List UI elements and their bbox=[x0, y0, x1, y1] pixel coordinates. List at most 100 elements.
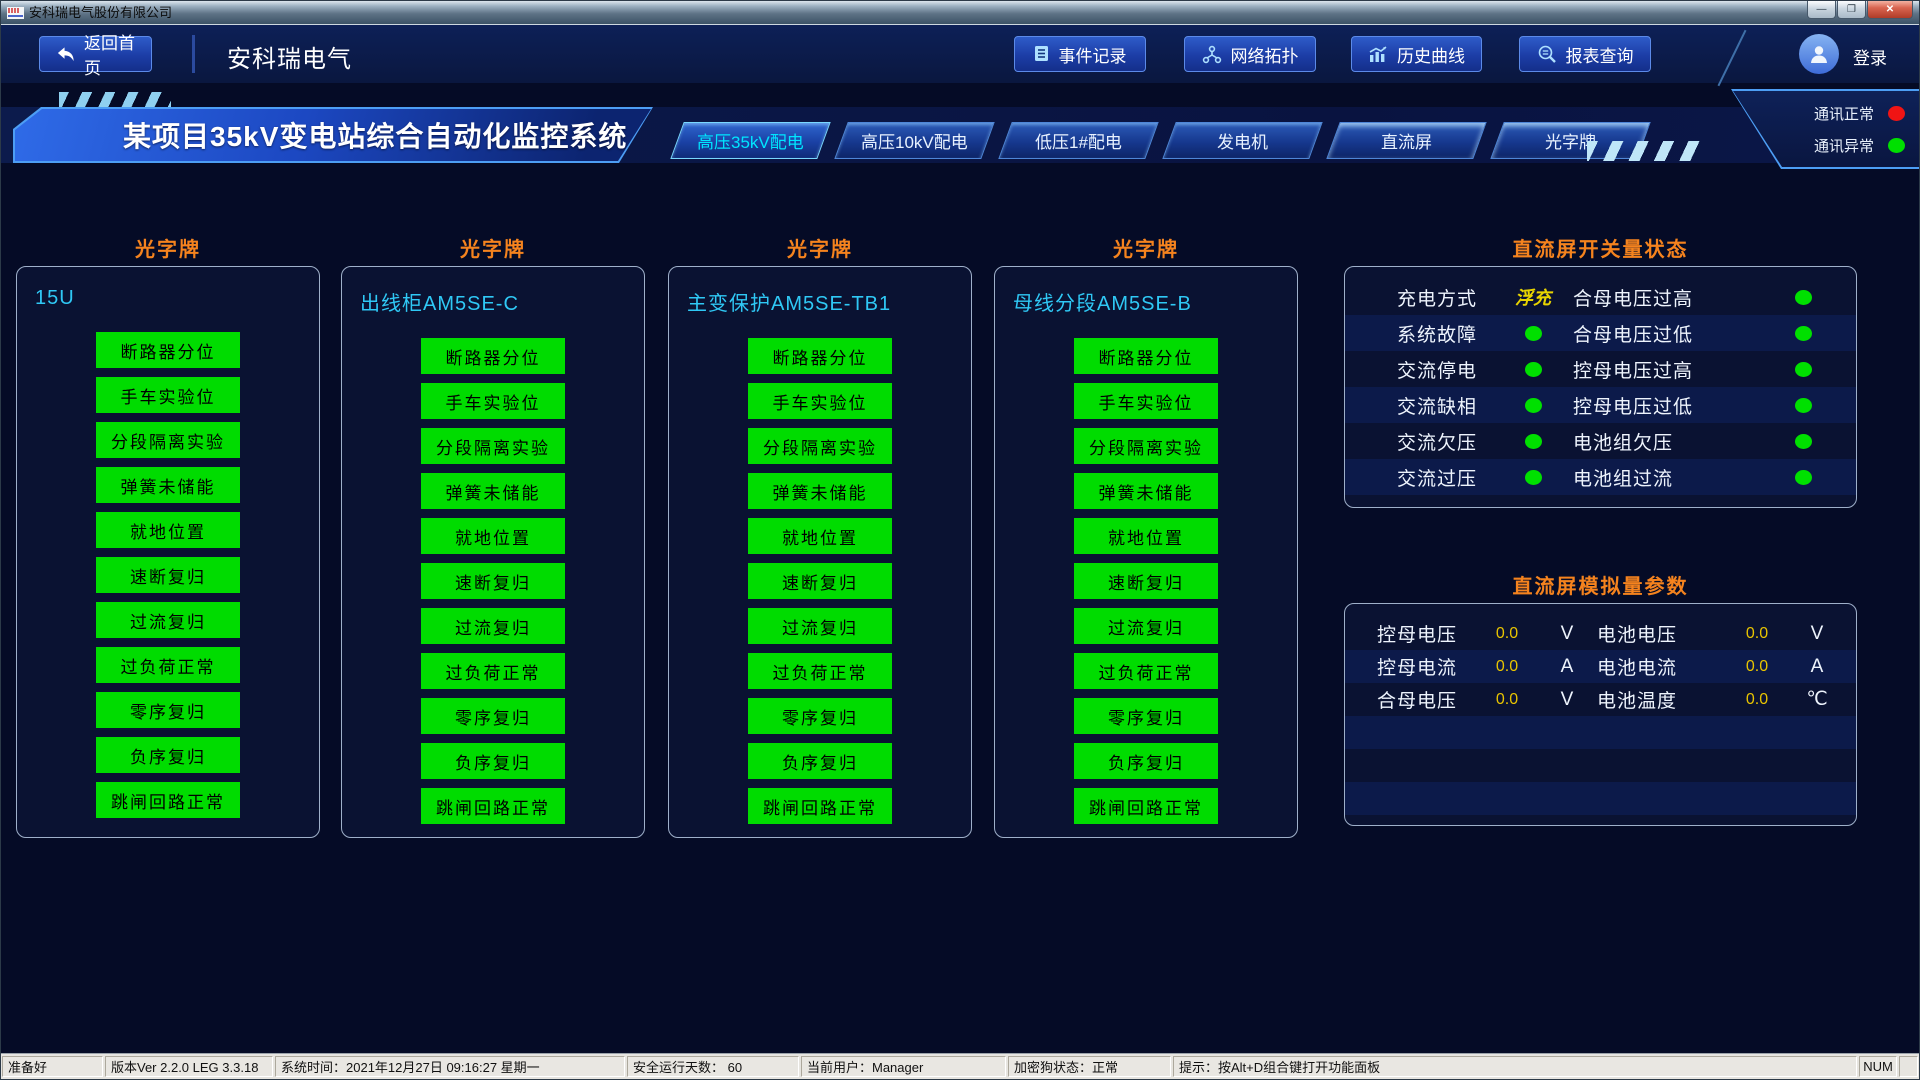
lamp-section-title: 光字牌 bbox=[460, 239, 526, 261]
dc-analog-row: 控母电压 0.0 V 电池电压 0.0 V bbox=[1377, 622, 1824, 647]
status-bar: 准备好 版本Ver 2.2.0 LEG 3.3.18 系统时间：2021年12月… bbox=[1, 1053, 1919, 1079]
status-dot bbox=[1524, 433, 1542, 449]
tab-hv-10kv[interactable]: 高压10kV配电 bbox=[834, 122, 995, 159]
lamp-indicator: 跳闸回路正常 bbox=[96, 782, 240, 818]
status-ready: 准备好 bbox=[2, 1056, 103, 1077]
dc-switch-title: 直流屏开关量状态 bbox=[1512, 239, 1689, 261]
status-hint: 提示：按Alt+D组合键打开功能面板 bbox=[1173, 1056, 1857, 1077]
comm-abnormal-label: 通讯异常 bbox=[1813, 138, 1874, 155]
lamp-list: 断路器分位 手车实验位 分段隔离实验 弹簧未储能 就地位置 速断复归 过流复归 过负荷正常 零序… bbox=[669, 338, 971, 824]
status-dot bbox=[1794, 469, 1812, 485]
lamp-column-4: 光字牌 母线分段AM5SE-B 断路器分位 手车实验位 分段隔离实验 弹簧未储能 就地位… bbox=[994, 233, 1298, 838]
tab-hv-35kv[interactable]: 高压35kV配电 bbox=[670, 122, 831, 159]
lamp-section-title: 光字牌 bbox=[1113, 239, 1179, 261]
lamp-indicator: 弹簧未储能 bbox=[748, 473, 892, 509]
events-log-button[interactable]: 事件记录 bbox=[1014, 36, 1146, 72]
app-title: 安科瑞电气 bbox=[227, 46, 352, 73]
lamp-indicator: 分段隔离实验 bbox=[1074, 428, 1218, 464]
tab-lv-1[interactable]: 低压1#配电 bbox=[998, 122, 1159, 159]
network-topology-button[interactable]: 网络拓扑 bbox=[1184, 36, 1316, 72]
lamp-indicator: 分段隔离实验 bbox=[748, 428, 892, 464]
lamp-column-3: 光字牌 主变保护AM5SE-TB1 断路器分位 手车实验位 分段隔离实验 弹簧未储能就… bbox=[668, 233, 972, 838]
close-button[interactable]: ✕ bbox=[1867, 1, 1913, 19]
nav-divider bbox=[192, 35, 195, 73]
lamp-indicator: 分段隔离实验 bbox=[421, 428, 565, 464]
network-topology-label: 网络拓扑 bbox=[1230, 46, 1299, 66]
lamp-indicator: 就地位置 bbox=[96, 512, 240, 548]
top-nav: 返回首页 安科瑞电气 事件记录 网络拓扑 bbox=[1, 25, 1919, 87]
restore-button[interactable]: ❐ bbox=[1837, 1, 1866, 19]
user-avatar[interactable] bbox=[1799, 34, 1839, 74]
comm-status-panel: 通讯正常 通讯异常 bbox=[1731, 89, 1919, 169]
lamp-section-title: 光字牌 bbox=[787, 239, 853, 261]
comm-normal-dot bbox=[1888, 106, 1905, 121]
dc-analog-row: 合母电压 0.0 V 电池温度 0.0 ℃ bbox=[1377, 688, 1828, 713]
lamp-indicator: 过负荷正常 bbox=[748, 653, 892, 689]
status-system-time: 系统时间：2021年12月27日 09:16:27 星期一 bbox=[275, 1056, 625, 1077]
dc-analog-row: 控母电流 0.0 A 电池电流 0.0 A bbox=[1345, 650, 1856, 683]
login-button[interactable]: 登录 bbox=[1853, 49, 1887, 68]
lamp-indicator: 弹簧未储能 bbox=[1074, 473, 1218, 509]
user-icon bbox=[1811, 46, 1827, 63]
battery-voltage-value: 0.0 bbox=[1745, 624, 1769, 642]
lamp-column-2: 光字牌 出线柜AM5SE-C 断路器分位 手车实验位 分段隔离实验 弹簧未储能 就地位置… bbox=[341, 233, 645, 838]
lamp-panel-bus-section: 母线分段AM5SE-B 断路器分位 手车实验位 分段隔离实验 弹簧未储能 就地位置 速断复… bbox=[994, 266, 1298, 838]
status-dot bbox=[1524, 361, 1542, 377]
report-query-button[interactable]: 报表查询 bbox=[1519, 36, 1651, 72]
lamp-indicator: 跳闸回路正常 bbox=[1074, 788, 1218, 824]
status-version: 版本Ver 2.2.0 LEG 3.3.18 bbox=[105, 1056, 273, 1077]
comm-normal-label: 通讯正常 bbox=[1813, 106, 1874, 123]
network-topology-icon bbox=[1202, 45, 1221, 63]
page-title: 某项目35kV变电站综合自动化监控系统 bbox=[123, 121, 628, 152]
tab-dc-screen[interactable]: 直流屏 bbox=[1326, 122, 1487, 159]
status-dot bbox=[1524, 325, 1542, 341]
lamp-indicator: 就地位置 bbox=[748, 518, 892, 554]
status-filler bbox=[1899, 1056, 1918, 1077]
lamp-indicator: 过负荷正常 bbox=[96, 647, 240, 683]
status-dot bbox=[1794, 397, 1812, 413]
lamp-indicator: 手车实验位 bbox=[96, 377, 240, 413]
dc-switch-panel: 充电方式 浮充 合母电压过高 系统故障 合母电压过低 交流停电 控母电压过高 bbox=[1344, 266, 1857, 508]
dc-analog-panel: 控母电压 0.0 V 电池电压 0.0 V 控母电流 0.0 A 电池电流 0.… bbox=[1344, 603, 1857, 826]
tab-generator[interactable]: 发电机 bbox=[1162, 122, 1323, 159]
status-safe-days: 安全运行天数： 60 bbox=[627, 1056, 799, 1077]
lamp-indicator: 断路器分位 bbox=[1074, 338, 1218, 374]
history-curve-button[interactable]: 历史曲线 bbox=[1351, 36, 1482, 72]
lamp-indicator: 零序复归 bbox=[1074, 698, 1218, 734]
back-home-button[interactable]: 返回首页 bbox=[39, 34, 152, 78]
lamp-indicator: 断路器分位 bbox=[96, 332, 240, 368]
lamp-column-1: 光字牌 15U 断路器分位 手车实验位 分段隔离实验 弹簧未储能 就地位置 速断复归 过流复… bbox=[16, 233, 320, 838]
lamp-indicator: 弹簧未储能 bbox=[421, 473, 565, 509]
lamp-panel-header: 15U bbox=[35, 287, 75, 309]
lamp-indicator: 负序复归 bbox=[96, 737, 240, 773]
lamp-list: 断路器分位 手车实验位 分段隔离实验 弹簧未储能 就地位置 速断复归 过流复归 过负荷正常 零序… bbox=[17, 332, 319, 818]
dc-switch-row: 系统故障 合母电压过低 bbox=[1345, 315, 1856, 351]
lamp-indicator: 零序复归 bbox=[421, 698, 565, 734]
lamp-indicator: 速断复归 bbox=[1074, 563, 1218, 599]
lamp-indicator: 手车实验位 bbox=[1074, 383, 1218, 419]
lamp-indicator: 弹簧未储能 bbox=[96, 467, 240, 503]
battery-current-value: 0.0 bbox=[1745, 657, 1769, 675]
lamp-indicator: 手车实验位 bbox=[421, 383, 565, 419]
minimize-button[interactable]: — bbox=[1807, 1, 1836, 19]
lamp-indicator: 速断复归 bbox=[748, 563, 892, 599]
lamp-indicator: 零序复归 bbox=[96, 692, 240, 728]
lamp-indicator: 就地位置 bbox=[421, 518, 565, 554]
lamp-indicator: 负序复归 bbox=[748, 743, 892, 779]
lamp-indicator: 就地位置 bbox=[1074, 518, 1218, 554]
lamp-indicator: 过负荷正常 bbox=[1074, 653, 1218, 689]
lamp-indicator: 速断复归 bbox=[421, 563, 565, 599]
dc-switch-row: 交流停电 控母电压过高 bbox=[1345, 351, 1856, 387]
dc-analog-title: 直流屏模拟量参数 bbox=[1512, 576, 1689, 598]
page-banner: 某项目35kV变电站综合自动化监控系统 bbox=[13, 107, 653, 163]
lamp-indicator: 过流复归 bbox=[1074, 608, 1218, 644]
lamp-indicator: 负序复归 bbox=[1074, 743, 1218, 779]
lamp-indicator: 负序复归 bbox=[421, 743, 565, 779]
status-dot bbox=[1524, 397, 1542, 413]
dc-analog-empty-row bbox=[1345, 782, 1856, 815]
ctrl-bus-current-value: 0.0 bbox=[1495, 657, 1519, 675]
lamp-panel-main-transformer: 主变保护AM5SE-TB1 断路器分位 手车实验位 分段隔离实验 弹簧未储能 就地位置速… bbox=[668, 266, 972, 838]
history-curve-label: 历史曲线 bbox=[1397, 46, 1465, 66]
lamp-indicator: 分段隔离实验 bbox=[96, 422, 240, 458]
lamp-panel-header: 主变保护AM5SE-TB1 bbox=[687, 293, 892, 315]
